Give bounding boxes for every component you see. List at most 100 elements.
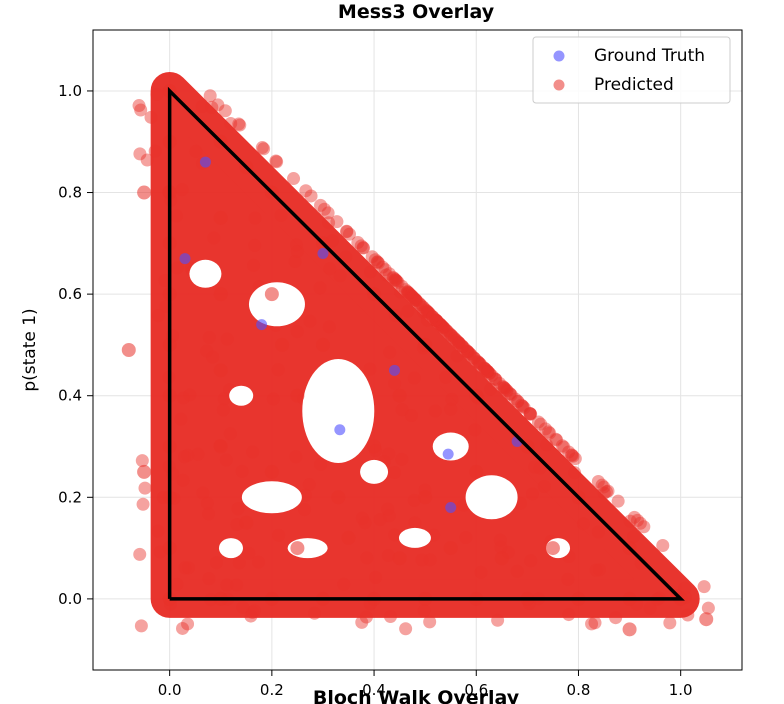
predicted-point [454, 338, 468, 352]
predicted-point [235, 464, 249, 478]
predicted-point [202, 507, 216, 521]
predicted-point [463, 347, 477, 361]
predicted-point [439, 370, 453, 384]
predicted-point [451, 335, 465, 349]
predicted-point [216, 403, 230, 417]
predicted-point [437, 321, 451, 335]
predicted-point [515, 399, 529, 413]
predicted-point [308, 606, 322, 620]
predicted-point [363, 362, 377, 376]
predicted-point [206, 350, 220, 364]
predicted-point [244, 609, 258, 623]
predicted-point [369, 570, 383, 584]
x-tick-label: 0.4 [362, 681, 386, 699]
legend-marker-predicted [553, 79, 565, 91]
predicted-point [442, 326, 456, 340]
predicted-point [358, 516, 372, 530]
predicted-point [264, 287, 279, 302]
ground-truth-point [445, 501, 457, 513]
predicted-point [151, 309, 165, 323]
predicted-point [207, 231, 221, 245]
predicted-point [213, 210, 228, 225]
predicted-point [609, 611, 623, 625]
predicted-point [452, 336, 466, 350]
predicted-point [433, 317, 447, 331]
predicted-point [406, 290, 420, 304]
predicted-point [404, 288, 418, 302]
predicted-point [461, 345, 475, 359]
predicted-point [500, 384, 514, 398]
predicted-point [200, 496, 214, 510]
legend-label-ground-truth: Ground Truth [594, 46, 705, 66]
predicted-point [701, 601, 715, 615]
predicted-point [388, 376, 402, 390]
predicted-point [400, 285, 414, 299]
predicted-point [405, 290, 419, 304]
predicted-point [432, 317, 446, 331]
predicted-point [213, 439, 228, 454]
predicted-point [408, 292, 422, 306]
y-tick-label: 0.8 [58, 184, 82, 202]
predicted-point [378, 263, 392, 277]
predicted-point [494, 540, 508, 554]
predicted-point [440, 324, 454, 338]
predicted-point [416, 300, 430, 314]
predicted-point [437, 321, 451, 335]
predicted-point [138, 481, 152, 495]
predicted-point [534, 417, 548, 431]
predicted-point [388, 466, 402, 480]
predicted-point [480, 364, 494, 378]
predicted-point [467, 351, 481, 365]
predicted-point [562, 445, 576, 459]
y-axis-label: p(state 1) [20, 308, 40, 391]
predicted-point [445, 329, 459, 343]
predicted-point [426, 310, 440, 324]
plot-frame [92, 29, 743, 671]
predicted-point [429, 313, 443, 327]
predicted-point [485, 369, 499, 383]
predicted-point [561, 572, 575, 586]
predicted-point [517, 401, 531, 415]
cloud-gap [248, 282, 305, 327]
predicted-point [220, 578, 234, 592]
ground-truth-point [179, 253, 191, 265]
predicted-point [203, 89, 217, 103]
predicted-point [493, 376, 507, 390]
predicted-point [177, 450, 191, 464]
predicted-point [415, 553, 429, 567]
predicted-point [593, 563, 607, 577]
predicted-point [455, 339, 469, 353]
predicted-point [175, 183, 189, 197]
predicted-point [257, 142, 271, 156]
predicted-point [514, 398, 528, 412]
predicted-point [321, 206, 335, 220]
predicted-point [443, 541, 458, 556]
predicted-point [484, 382, 498, 396]
predicted-point [623, 514, 637, 528]
predicted-point [395, 403, 409, 417]
predicted-point [402, 287, 416, 301]
predicted-point [423, 615, 437, 629]
predicted-point [299, 184, 313, 198]
predicted-point [468, 352, 482, 366]
predicted-point [425, 309, 439, 323]
predicted-point [191, 447, 205, 461]
predicted-point [288, 255, 302, 269]
predicted-point [630, 513, 644, 527]
predicted-point [196, 486, 210, 500]
predicted-point [304, 189, 318, 203]
predicted-point [478, 361, 492, 375]
predicted-point [450, 349, 464, 363]
predicted-point [478, 361, 492, 375]
predicted-point [678, 581, 692, 595]
predicted-point [322, 216, 336, 230]
predicted-point [248, 604, 262, 618]
predicted-point [132, 99, 146, 113]
predicted-point [445, 392, 459, 406]
predicted-point [447, 331, 461, 345]
predicted-point [314, 198, 328, 212]
predicted-point [381, 548, 395, 562]
predicted-point [248, 211, 262, 225]
predicted-point [298, 503, 312, 517]
predicted-point [247, 258, 261, 272]
